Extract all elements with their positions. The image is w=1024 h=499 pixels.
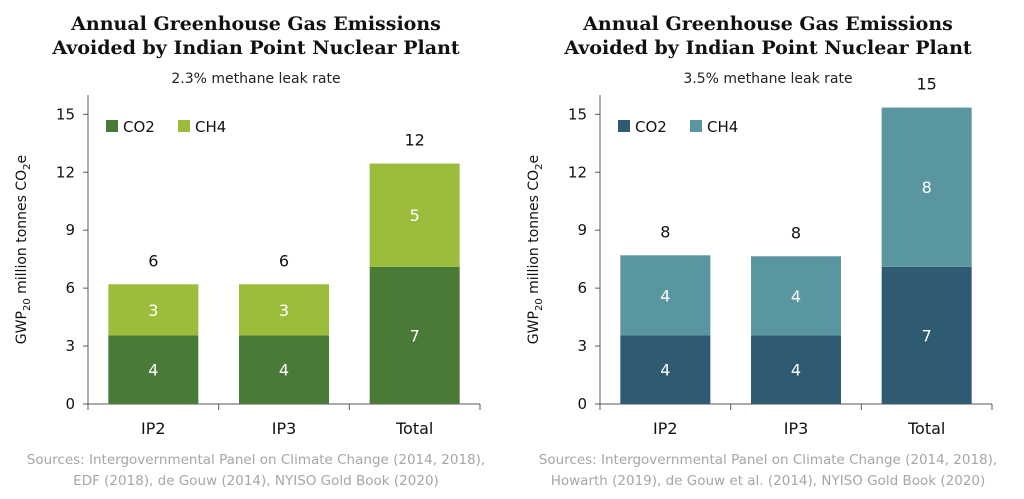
bar-ch4-ip3: [751, 256, 841, 336]
bar-co2-ip2: [108, 335, 199, 404]
bar-total-label: 8: [660, 222, 670, 241]
bar-value-label: 7: [410, 326, 420, 345]
x-tick-label: IP2: [653, 419, 678, 438]
chart-subtitle: 3.5% methane leak rate: [683, 71, 853, 87]
chart-title-line-2: Avoided by Indian Point Nuclear Plant: [52, 37, 460, 59]
bar-value-label: 4: [791, 287, 801, 306]
sources-note: Sources: Intergovernmental Panel on Clim…: [0, 450, 512, 492]
chart-title: Annual Greenhouse Gas Emissions Avoided …: [0, 12, 512, 60]
bar-value-label: 3: [279, 301, 289, 320]
bar-total-label: 6: [148, 251, 158, 270]
bar-value-label: 5: [410, 206, 420, 225]
y-tick-label: 6: [65, 279, 75, 297]
chart-title: Annual Greenhouse Gas Emissions Avoided …: [512, 12, 1024, 60]
x-tick-label: Total: [395, 419, 433, 438]
bar-total-label: 15: [916, 75, 936, 94]
legend-swatch-co2: [106, 120, 118, 132]
bar-value-label: 4: [660, 286, 670, 305]
bar-value-label: 4: [791, 361, 801, 380]
y-tick-label: 9: [65, 221, 75, 239]
sources-line-1: Sources: Intergovernmental Panel on Clim…: [538, 452, 998, 468]
x-tick-label: IP3: [784, 419, 809, 438]
sources-line-2: Howarth (2019), de Gouw et al. (2014), N…: [550, 473, 986, 489]
x-tick-label: IP2: [141, 419, 166, 438]
bar-co2-total: [881, 266, 972, 404]
bar-chart-left: 0 3 6 9 12 15 GWP20 million tonnes CO2e 4 3 6 IP2 4…: [14, 95, 481, 438]
y-tick-label: 6: [577, 279, 587, 297]
y-tick-label: 3: [65, 337, 75, 355]
x-tick-label: Total: [907, 419, 945, 438]
bar-total-label: 12: [404, 131, 424, 150]
bar-total-label: 8: [791, 223, 801, 242]
bar-value-label: 4: [148, 361, 158, 380]
bar-co2-ip3: [751, 335, 841, 404]
y-tick-label: 12: [56, 163, 75, 181]
y-axis-label: GWP20 million tonnes CO2e: [14, 155, 33, 344]
bar-value-label: 7: [922, 326, 932, 345]
bar-co2-ip3: [239, 335, 329, 404]
sources-line-1: Sources: Intergovernmental Panel on Clim…: [26, 452, 486, 468]
sources-note: Sources: Intergovernmental Panel on Clim…: [512, 450, 1024, 492]
bar-value-label: 8: [922, 178, 932, 197]
chart-title-line-1: Annual Greenhouse Gas Emissions: [71, 13, 441, 35]
y-tick-label: 9: [577, 221, 587, 239]
y-axis-label: GWP20 million tonnes CO2e: [526, 155, 545, 344]
legend-swatch-ch4: [178, 120, 190, 132]
y-tick-label: 15: [56, 105, 75, 123]
bar-value-label: 3: [148, 301, 158, 320]
bar-co2-ip2: [620, 335, 711, 404]
bar-value-label: 4: [660, 361, 670, 380]
legend-label-co2: CO2: [123, 118, 155, 136]
bar-ch4-ip2: [620, 255, 711, 336]
y-tick-label: 12: [568, 163, 587, 181]
bar-ch4-total: [369, 163, 460, 267]
bar-chart-right: 0 3 6 9 12 15 GWP20 million tonnes CO2e 4 4 8 IP2 4…: [526, 75, 993, 438]
bar-ch4-ip3: [239, 284, 329, 336]
bar-ch4-total: [881, 107, 972, 267]
chart-subtitle: 2.3% methane leak rate: [171, 71, 341, 87]
bar-value-label: 4: [279, 361, 289, 380]
legend-label-ch4: CH4: [195, 118, 226, 136]
legend-label-co2: CO2: [635, 118, 667, 136]
bar-ch4-ip2: [108, 284, 199, 336]
y-tick-label: 0: [577, 395, 587, 413]
chart-title-line-1: Annual Greenhouse Gas Emissions: [583, 13, 953, 35]
bar-co2-total: [369, 266, 460, 404]
y-tick-label: 15: [568, 105, 587, 123]
y-tick-label: 0: [65, 395, 75, 413]
legend-label-ch4: CH4: [707, 118, 738, 136]
bar-total-label: 6: [279, 251, 289, 270]
chart-panel-left: Annual Greenhouse Gas Emissions Avoided …: [0, 12, 512, 492]
legend-swatch-co2: [618, 120, 630, 132]
chart-title-line-2: Avoided by Indian Point Nuclear Plant: [564, 37, 972, 59]
legend-swatch-ch4: [690, 120, 702, 132]
chart-panel-right: Annual Greenhouse Gas Emissions Avoided …: [512, 0, 1024, 499]
sources-line-2: EDF (2018), de Gouw (2014), NYISO Gold B…: [73, 473, 439, 489]
x-tick-label: IP3: [272, 419, 297, 438]
y-tick-label: 3: [577, 337, 587, 355]
